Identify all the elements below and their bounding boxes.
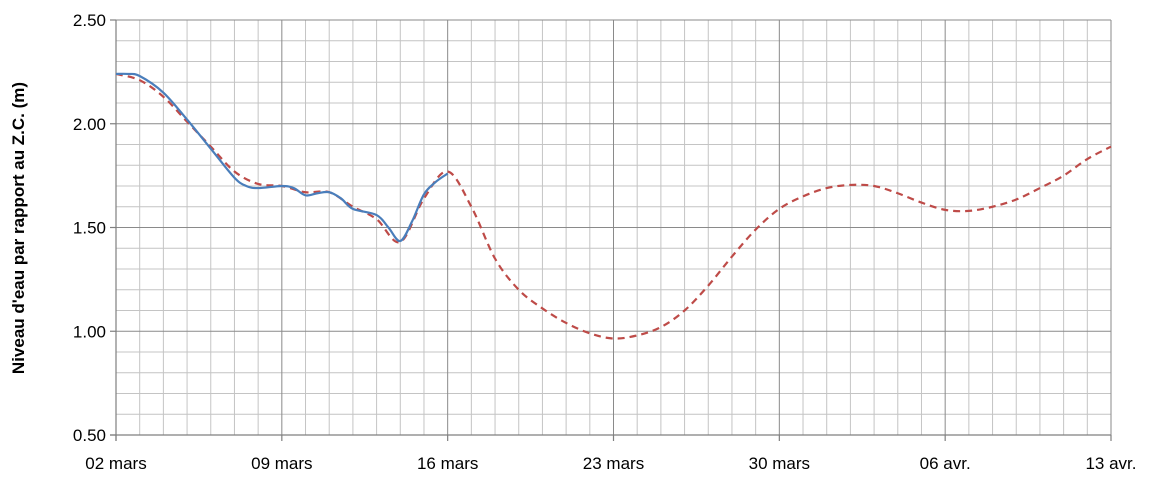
y-tick-label: 0.50 xyxy=(73,426,106,445)
y-tick-labels: 0.50 1.00 1.50 2.00 2.50 xyxy=(73,11,106,445)
x-tick-label: 06 avr. xyxy=(920,454,971,473)
y-tick-label: 2.50 xyxy=(73,11,106,30)
y-tick-label: 2.00 xyxy=(73,115,106,134)
x-tick-label: 16 mars xyxy=(417,454,478,473)
y-tick-label: 1.50 xyxy=(73,219,106,238)
x-tick-label: 23 mars xyxy=(583,454,644,473)
y-tick-label: 1.00 xyxy=(73,322,106,341)
x-tick-labels: 02 mars 09 mars 16 mars 23 mars 30 mars 06 av… xyxy=(85,454,1136,473)
axes xyxy=(110,19,1112,441)
observed-water-level-line xyxy=(115,72,449,243)
y-axis-title: Niveau d'eau par rapport au Z.C. (m) xyxy=(9,82,28,374)
x-tick-label: 02 mars xyxy=(85,454,146,473)
x-tick-label: 13 avr. xyxy=(1085,454,1136,473)
series-layer xyxy=(115,72,1112,340)
x-tick-label: 30 mars xyxy=(749,454,810,473)
x-tick-label: 09 mars xyxy=(251,454,312,473)
